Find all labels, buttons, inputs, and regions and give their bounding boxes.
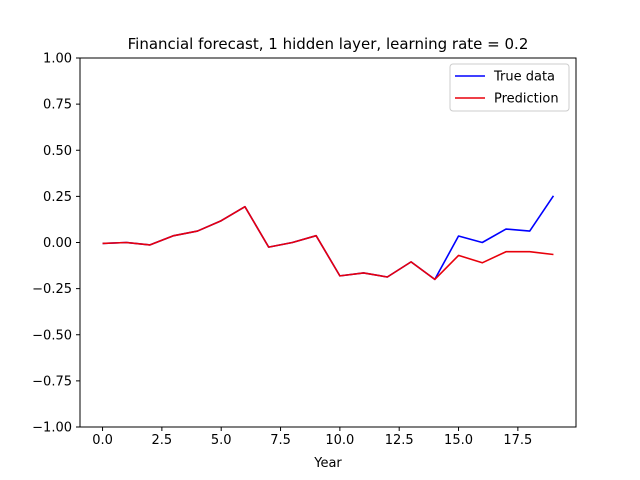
legend: True data Prediction [449,63,570,112]
y-tick-label: 1.00 [43,52,72,67]
x-tick-label: 7.5 [270,433,291,448]
x-tick-label: 12.5 [385,433,414,448]
y-tick-label: −0.75 [32,374,72,389]
legend-label-prediction: Prediction [494,92,559,107]
x-tick-label: 10.0 [325,433,354,448]
y-tick-label: −0.25 [32,282,72,297]
y-tick-label: 0.25 [43,190,72,205]
series-layer [102,195,555,281]
chart-title: Financial forecast, 1 hidden layer, lear… [128,35,529,53]
x-tick-label: 15.0 [444,433,473,448]
x-tick-label: 5.0 [211,433,232,448]
y-tick-label: 0.50 [43,144,72,159]
x-tick-label: 0.0 [92,433,113,448]
y-tick-label: 0.75 [43,98,72,113]
y-tick-label: −1.00 [32,421,72,436]
y-tick-label: −0.50 [32,328,72,343]
x-axis-label: Year [313,456,342,471]
x-tick-label: 17.5 [503,433,532,448]
y-axis: −1.00 −0.75 −0.50 −0.25 0.00 0.25 0.50 0.75 1.00 [32,52,80,436]
legend-label-true-data: True data [493,70,555,85]
x-axis: 0.0 2.5 5.0 7.5 10.0 12.5 15.0 17.5 [92,427,532,448]
series-line-prediction [102,205,554,281]
y-tick-label: 0.00 [43,236,72,251]
x-tick-label: 2.5 [152,433,173,448]
